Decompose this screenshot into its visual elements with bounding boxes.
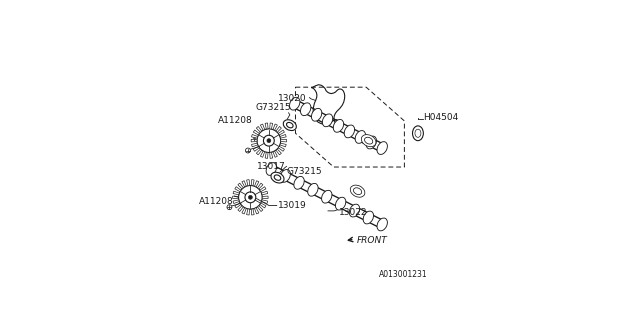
Ellipse shape <box>365 137 372 144</box>
Polygon shape <box>260 203 266 208</box>
Polygon shape <box>246 209 250 215</box>
Polygon shape <box>262 196 268 199</box>
Polygon shape <box>253 130 259 135</box>
Polygon shape <box>238 206 243 212</box>
Ellipse shape <box>294 176 304 189</box>
Ellipse shape <box>321 190 332 203</box>
Polygon shape <box>235 187 241 192</box>
Polygon shape <box>233 200 239 204</box>
Polygon shape <box>257 183 263 189</box>
Polygon shape <box>256 149 262 155</box>
Text: G73215: G73215 <box>286 166 322 176</box>
Ellipse shape <box>266 163 276 175</box>
Polygon shape <box>280 134 286 138</box>
Text: H04504: H04504 <box>424 113 459 122</box>
Ellipse shape <box>289 97 300 110</box>
Polygon shape <box>269 123 273 129</box>
Polygon shape <box>252 143 258 147</box>
Polygon shape <box>238 183 243 189</box>
Circle shape <box>267 139 271 143</box>
Ellipse shape <box>363 211 374 224</box>
Polygon shape <box>253 146 259 151</box>
Ellipse shape <box>312 108 322 121</box>
Text: 13017: 13017 <box>257 162 285 171</box>
Text: 13022: 13022 <box>339 208 367 217</box>
Ellipse shape <box>308 183 318 196</box>
Ellipse shape <box>377 142 387 155</box>
Polygon shape <box>281 140 287 142</box>
Text: 13019: 13019 <box>278 202 306 211</box>
Circle shape <box>257 129 281 153</box>
Polygon shape <box>278 130 284 135</box>
Ellipse shape <box>274 175 281 180</box>
Polygon shape <box>256 126 262 132</box>
Polygon shape <box>262 191 268 195</box>
Ellipse shape <box>362 135 376 147</box>
Circle shape <box>245 192 256 203</box>
Polygon shape <box>278 146 284 151</box>
Ellipse shape <box>349 204 360 217</box>
Polygon shape <box>252 180 254 186</box>
Polygon shape <box>252 209 254 215</box>
Text: G73215: G73215 <box>256 103 292 112</box>
Polygon shape <box>252 134 258 138</box>
Polygon shape <box>273 124 277 130</box>
Polygon shape <box>276 126 282 132</box>
Polygon shape <box>280 143 286 147</box>
Circle shape <box>246 148 250 153</box>
Circle shape <box>248 195 252 199</box>
Text: A11208: A11208 <box>199 197 234 206</box>
Polygon shape <box>251 140 257 142</box>
Text: FRONT: FRONT <box>356 236 387 245</box>
Ellipse shape <box>280 170 291 182</box>
Ellipse shape <box>287 123 293 128</box>
Polygon shape <box>242 181 246 187</box>
Polygon shape <box>257 206 263 212</box>
Circle shape <box>239 186 262 209</box>
Ellipse shape <box>353 188 362 195</box>
Ellipse shape <box>271 172 284 183</box>
Circle shape <box>264 135 275 146</box>
Ellipse shape <box>323 114 333 127</box>
Ellipse shape <box>335 197 346 210</box>
Polygon shape <box>265 123 268 129</box>
Polygon shape <box>276 149 282 155</box>
Polygon shape <box>260 187 266 192</box>
Ellipse shape <box>344 125 355 138</box>
Text: A013001231: A013001231 <box>379 270 428 279</box>
Polygon shape <box>255 208 259 214</box>
Ellipse shape <box>366 136 376 149</box>
Ellipse shape <box>333 119 344 132</box>
Polygon shape <box>233 191 239 195</box>
Ellipse shape <box>377 218 387 231</box>
Ellipse shape <box>413 126 423 141</box>
Text: 13020: 13020 <box>278 93 307 102</box>
Polygon shape <box>265 152 268 158</box>
Polygon shape <box>235 203 241 208</box>
Polygon shape <box>260 124 265 130</box>
Polygon shape <box>260 151 265 157</box>
Ellipse shape <box>355 131 365 143</box>
Polygon shape <box>242 208 246 214</box>
Text: A11208: A11208 <box>218 116 253 125</box>
Ellipse shape <box>301 103 311 116</box>
Polygon shape <box>273 151 277 157</box>
Polygon shape <box>233 196 239 199</box>
Polygon shape <box>262 200 268 204</box>
Polygon shape <box>269 152 273 158</box>
Ellipse shape <box>350 185 365 197</box>
Ellipse shape <box>415 129 421 137</box>
Circle shape <box>227 205 232 210</box>
Ellipse shape <box>284 120 296 131</box>
Polygon shape <box>246 180 250 186</box>
Polygon shape <box>255 181 259 187</box>
